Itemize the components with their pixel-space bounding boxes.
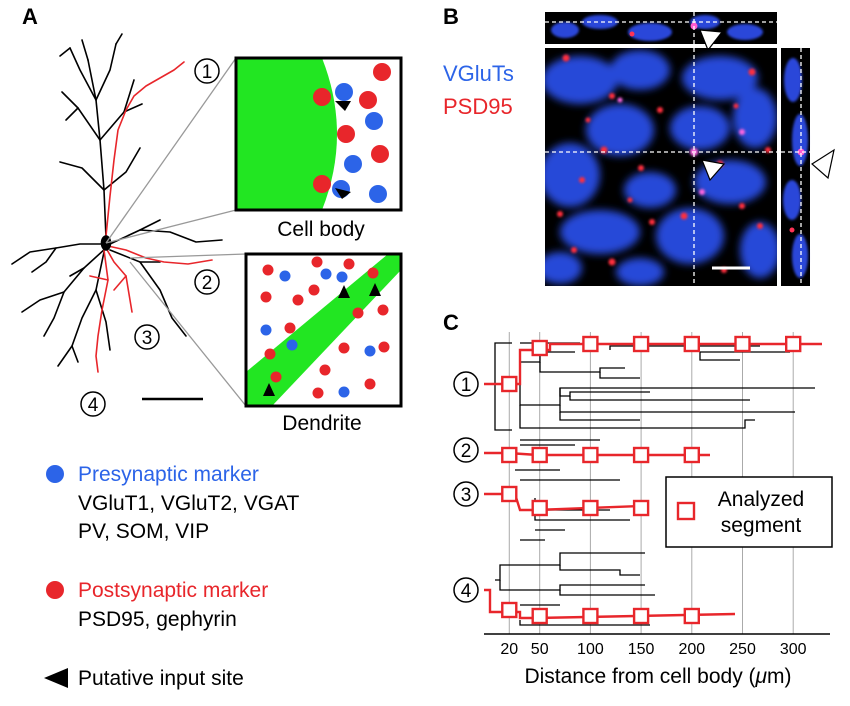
presynaptic-line-2: PV, SOM, VIP [78,520,209,543]
segment-marker-branch1-150 [632,335,650,353]
legend-line-2: segment [721,514,802,537]
segment-marker-branch1-300 [785,335,802,353]
marker-legend: Presynaptic marker VGluT1, VGluT2, VGAT … [44,463,300,690]
branch-number-3: 3 [134,324,160,350]
dendrogram-branch-label-4: 4 [453,577,479,603]
dendrogram-branch-label-2: 2 [453,437,479,463]
dendrogram-branch-label-1: 1 [453,371,479,397]
postsynaptic-dot [46,581,64,599]
branch-number-1: 1 [194,58,220,84]
branch-4-trace [95,249,109,373]
x-tick-label-20: 20 [500,641,518,658]
segment-marker-branch4-200 [683,607,700,625]
x-tick-labels: 20 50 100 150 200 250 300 [500,641,806,658]
segment-marker-branch3-100 [582,499,599,517]
postsynaptic-line-1: PSD95, gephyrin [78,608,237,631]
psd95-puncta [557,54,771,273]
x-tick-label-150: 150 [628,641,655,658]
neuron-black-dendrites [11,33,223,367]
segment-marker-branch3-50 [531,499,548,517]
x-tick-label-100: 100 [577,641,604,658]
segment-marker-branch1-20 [501,375,518,393]
legend-line-1: Analyzed [718,488,804,511]
x-tick-label-250: 250 [729,641,756,658]
branch-number-4: 4 [80,391,106,417]
panel-b-label: B [443,4,459,29]
svg-text:4: 4 [461,581,472,602]
zoom-lines [105,57,247,407]
svg-text:3: 3 [142,328,153,349]
svg-text:3: 3 [461,485,472,506]
dendrogram-branch-label-3: 3 [453,481,479,507]
dendrite-inset [244,252,403,408]
analyzed-segment-markers [501,335,802,625]
presynaptic-title: Presynaptic marker [78,463,259,486]
micrograph-main [545,48,777,286]
dendrite-label: Dendrite [282,412,361,435]
segment-marker-branch3-20 [501,485,518,503]
segment-marker-branch1-50 [531,339,548,357]
x-tick-label-50: 50 [531,641,549,658]
legend-marker-icon [676,501,696,521]
presynaptic-dot [46,465,64,483]
branch-1-trace [105,61,185,237]
postsynaptic-title: Postsynaptic marker [78,579,268,602]
neuron-drawing [11,33,223,373]
stain-label-psd95: PSD95 [443,94,513,119]
x-tick-label-200: 200 [678,641,705,658]
panel-a-label: A [22,4,38,29]
input-site-label: Putative input site [78,667,244,690]
cell-body-inset [234,56,403,212]
segment-marker-branch4-150 [632,607,650,625]
x-tick-label-300: 300 [780,641,807,658]
micrograph-xz-strip [545,12,777,52]
segment-marker-branch1-100 [582,335,599,353]
segment-marker-branch2-200 [683,446,700,464]
stain-label-vgluts: VGluTs [443,61,514,86]
svg-text:2: 2 [202,273,213,294]
segment-marker-branch4-20 [501,601,518,619]
segment-marker-branch1-250 [734,335,751,353]
branch-number-2: 2 [194,269,220,295]
segment-marker-branch2-20 [501,446,518,464]
dendrogram-chart: 1 2 3 4 Analyzed segment 20 50 100 150 200 25… [453,332,833,688]
segment-marker-branch4-100 [582,607,599,625]
micrograph-arrowhead [701,159,726,182]
svg-text:2: 2 [461,441,472,462]
segment-marker-branch2-150 [632,446,650,464]
segment-marker-branch1-200 [683,335,700,353]
svg-text:1: 1 [202,62,213,83]
segment-marker-branch2-100 [582,446,599,464]
cell-body-label: Cell body [277,218,365,241]
presynaptic-line-1: VGluT1, VGluT2, VGAT [78,492,300,515]
svg-text:4: 4 [88,395,99,416]
branch-2-trace [107,245,213,265]
branch-2-path [484,451,710,457]
segment-marker-branch4-50 [531,607,548,625]
segment-marker-branch2-50 [531,446,548,464]
panel-c-label: C [443,310,459,335]
neuron-red-branches [89,61,213,373]
micrograph-yz-strip [781,48,835,286]
branch-1-path [484,342,822,386]
input-site-arrow-icon [44,668,68,688]
svg-text:1: 1 [461,375,472,396]
x-axis-label: Distance from cell body (μm) [524,665,791,688]
segment-marker-branch3-150 [632,499,650,517]
analyzed-segment-legend: Analyzed segment [665,476,833,548]
